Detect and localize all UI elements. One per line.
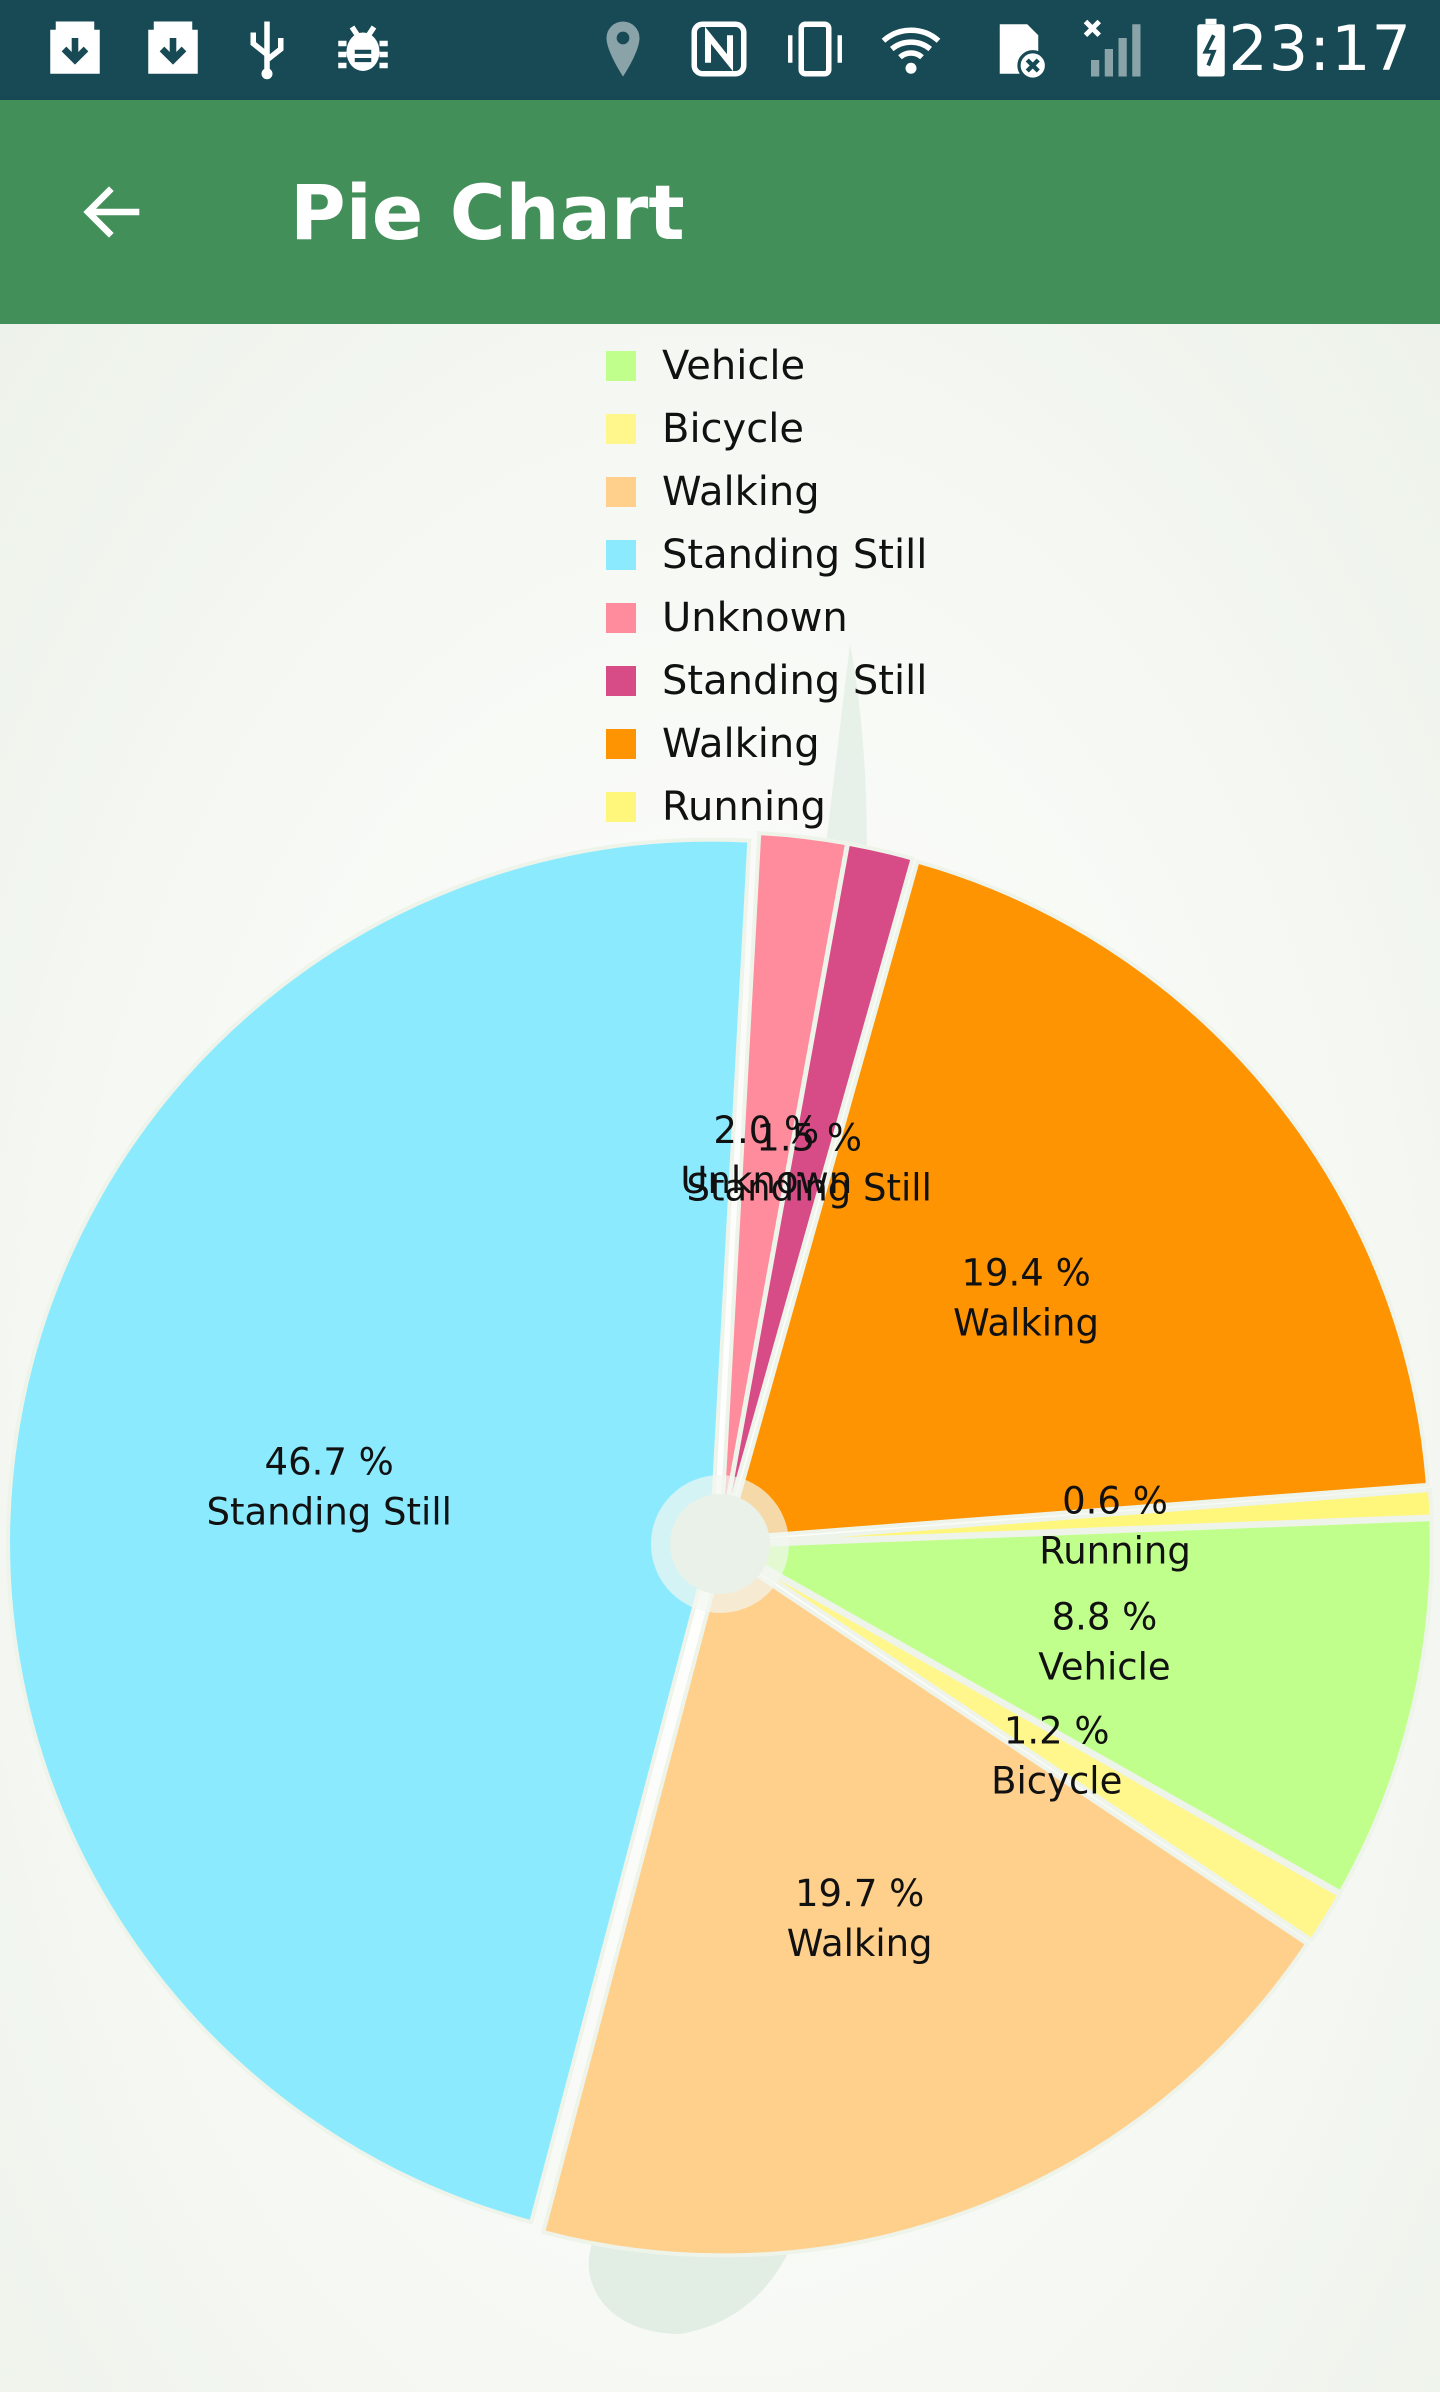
- vibrate-icon: [782, 16, 848, 82]
- legend-item: Standing Still: [606, 523, 927, 586]
- usb-icon: [234, 16, 300, 82]
- sim-error-icon: [986, 16, 1052, 82]
- legend-item: Walking: [606, 460, 927, 523]
- chart-area: 8.8 % Vehicle 1.2 % Bicycle 19.7 % Walking 46.…: [0, 324, 1440, 2392]
- status-bar: 23:17: [0, 0, 1440, 100]
- legend-swatch: [606, 791, 636, 822]
- slice-percent-label: 2.0 %: [713, 1109, 819, 1152]
- slice-category-label: Walking: [953, 1301, 1099, 1344]
- pie-chart: 8.8 % Vehicle 1.2 % Bicycle 19.7 % Walking 46.…: [6, 644, 1434, 2334]
- slice-category-label: Vehicle: [1038, 1645, 1170, 1688]
- legend-swatch: [606, 350, 636, 381]
- legend-label: Bicycle: [662, 405, 804, 452]
- pie-slices: [6, 830, 1434, 2258]
- slice-category-label: Running: [1039, 1529, 1191, 1572]
- legend-swatch: [606, 413, 636, 444]
- legend-item: Vehicle: [606, 334, 927, 397]
- legend-swatch: [606, 602, 636, 633]
- pie-slice-standing-still[interactable]: [6, 837, 752, 2225]
- legend-item: Bicycle: [606, 397, 927, 460]
- slice-percent-label: 46.7 %: [265, 1440, 394, 1483]
- android-debug-icon: [330, 16, 396, 82]
- clock-time: 23:17: [1228, 12, 1412, 85]
- arrow-back-icon: [83, 186, 140, 238]
- app-bar: Pie Chart: [0, 100, 1440, 324]
- slice-percent-label: 19.4 %: [961, 1251, 1090, 1294]
- legend-label: Unknown: [662, 594, 848, 641]
- legend-label: Vehicle: [662, 342, 806, 389]
- download-box-icon: [42, 16, 108, 82]
- legend-label: Standing Still: [662, 657, 928, 704]
- slice-category-label: Bicycle: [991, 1760, 1122, 1803]
- legend-label: Walking: [662, 468, 820, 515]
- location-pin-icon: [590, 16, 656, 82]
- legend-item: Standing Still: [606, 649, 927, 712]
- pie-slice-vehicle[interactable]: [721, 1517, 1434, 1896]
- pie-slice-running[interactable]: [728, 1487, 1434, 1546]
- legend-label: Walking: [662, 720, 820, 767]
- slice-percent-label: 1.2 %: [1004, 1710, 1110, 1753]
- slice-labels: 8.8 % Vehicle 1.2 % Bicycle 19.7 % Walking 46.…: [206, 1109, 1190, 1965]
- legend-item: Walking: [606, 712, 927, 775]
- slice-percent-label: 19.7 %: [795, 1872, 924, 1915]
- legend-swatch: [606, 728, 636, 759]
- slice-percent-label: 8.8 %: [1052, 1595, 1158, 1638]
- pie-slice-walking[interactable]: [724, 859, 1431, 1541]
- nfc-icon: [686, 16, 752, 82]
- slice-category-label: Standing Still: [686, 1167, 931, 1210]
- legend-swatch: [606, 665, 636, 696]
- slice-percent-label: 1.5 %: [756, 1117, 862, 1160]
- chart-legend: Vehicle Bicycle Walking Standing Still Unkno…: [606, 334, 927, 838]
- legend-item: Running: [606, 775, 927, 838]
- wifi-icon: [878, 16, 944, 82]
- battery-charging-icon: [1178, 16, 1244, 82]
- pie-slice-walking[interactable]: [540, 1549, 1310, 2258]
- slice-percent-label: 0.6 %: [1062, 1479, 1168, 1522]
- legend-swatch: [606, 476, 636, 507]
- slice-category-label: Standing Still: [206, 1490, 451, 1533]
- back-button[interactable]: [60, 160, 164, 264]
- download-box-icon: [140, 16, 206, 82]
- legend-label: Running: [662, 783, 826, 830]
- legend-swatch: [606, 539, 636, 570]
- legend-item: Unknown: [606, 586, 927, 649]
- pie-slice-standing-still[interactable]: [720, 841, 916, 1536]
- legend-label: Standing Still: [662, 531, 928, 578]
- pie-slice-bicycle[interactable]: [726, 1546, 1343, 1943]
- signal-off-icon: [1080, 16, 1146, 82]
- page-title: Pie Chart: [290, 168, 685, 257]
- slice-category-label: Unknown: [680, 1159, 852, 1202]
- slice-category-label: Walking: [787, 1922, 933, 1965]
- center-hole: [670, 1494, 770, 1594]
